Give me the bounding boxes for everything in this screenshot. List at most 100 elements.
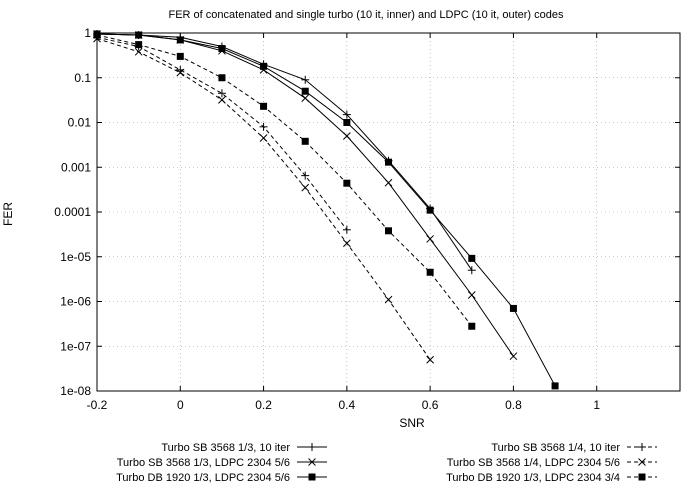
marker-square (135, 41, 143, 49)
x-tick-label: -0.2 (87, 398, 108, 412)
data-point (468, 322, 476, 330)
marker-square (551, 382, 559, 390)
data-point (467, 291, 476, 299)
y-tick-label: 1e-05 (60, 250, 91, 264)
y-axis-title: FER (1, 202, 15, 226)
x-axis-title: SNR (399, 416, 425, 430)
data-point (259, 134, 268, 142)
legend-label: Turbo SB 3568 1/4, 10 iter (491, 442, 620, 454)
data-point (218, 45, 226, 53)
data-point (301, 137, 309, 145)
marker-square (260, 62, 268, 70)
y-tick-label: 0.1 (74, 71, 91, 85)
series-5 (93, 34, 434, 364)
plot-frame (96, 32, 681, 392)
series-line (96, 36, 348, 231)
data-point (176, 52, 184, 60)
marker-square (308, 473, 316, 481)
data-point (342, 110, 351, 119)
marker-square (301, 137, 309, 145)
marker-stroke (426, 235, 434, 243)
data-point (301, 75, 310, 84)
legend-item: Turbo DB 1920 1/3, LDPC 2304 3/4 (446, 472, 657, 484)
y-tick-label: 0.0001 (54, 205, 91, 219)
series-3 (93, 30, 559, 390)
legend-marker (638, 473, 646, 481)
marker-stroke (259, 134, 268, 142)
marker-stroke (384, 295, 393, 304)
series-line (96, 33, 556, 387)
data-point (343, 179, 351, 187)
y-tick-label: 0.01 (68, 116, 92, 130)
data-point (134, 47, 143, 56)
marker-square (343, 179, 351, 187)
data-point (426, 206, 434, 214)
series-6 (93, 31, 476, 330)
data-point (218, 74, 226, 82)
data-point (260, 102, 268, 110)
marker-square (260, 102, 268, 110)
data-point (384, 178, 393, 187)
marker-square (426, 268, 434, 276)
marker-square (426, 206, 434, 214)
data-point (467, 266, 476, 275)
data-point (426, 235, 434, 243)
data-point (343, 119, 351, 126)
x-tick-label: 0.4 (339, 398, 356, 412)
data-point (176, 36, 184, 44)
legend-marker (638, 443, 646, 451)
marker-stroke (301, 94, 310, 103)
data-point (301, 171, 310, 180)
x-tick-label: 0 (177, 398, 184, 412)
marker-square (301, 87, 309, 95)
data-point (509, 352, 518, 361)
data-point (468, 254, 476, 262)
legend-label: Turbo SB 3568 1/4, LDPC 2304 5/6 (447, 457, 620, 469)
data-point (385, 227, 392, 235)
x-tick-label: 1 (593, 398, 600, 412)
marker-stroke (218, 96, 226, 104)
legend-marker (638, 458, 646, 466)
legend-item: Turbo SB 3568 1/4, 10 iter (491, 442, 657, 454)
marker-stroke (509, 352, 518, 361)
legend-marker (308, 473, 316, 481)
data-point (342, 225, 351, 234)
marker-square (176, 52, 184, 60)
marker-stroke (301, 183, 310, 192)
marker-stroke (384, 178, 393, 187)
marker-stroke (467, 291, 476, 299)
marker-stroke (308, 458, 316, 466)
marker-stroke (134, 47, 143, 56)
legend-item: Turbo DB 1920 1/3, LDPC 2304 5/6 (116, 472, 327, 484)
data-point (260, 62, 268, 70)
axis-ticks: -0.2 0 0.2 0.4 0.6 0.8 1 1 0.1 0.01 0.001 0.0001 1e-… (54, 26, 680, 412)
data-point (135, 41, 143, 49)
legend-item: Turbo SB 3568 1/4, LDPC 2304 5/6 (447, 457, 657, 469)
data-point (301, 183, 310, 192)
data-point (343, 239, 351, 248)
marker-stroke (176, 68, 185, 77)
data-point (135, 31, 143, 39)
data-point (385, 158, 392, 166)
y-tick-label: 1e-07 (60, 339, 91, 353)
series-1 (93, 29, 476, 275)
marker-square (638, 473, 646, 481)
legend-label: Turbo DB 1920 1/3, LDPC 2304 5/6 (116, 472, 290, 484)
legend-label: Turbo SB 3568 1/3, LDPC 2304 5/6 (117, 457, 290, 469)
marker-square (135, 31, 143, 39)
marker-square (218, 74, 226, 82)
y-tick-label: 1 (84, 26, 91, 40)
legend-label: Turbo DB 1920 1/3, LDPC 2304 3/4 (446, 472, 620, 484)
data-point (384, 295, 393, 304)
series-line (96, 33, 473, 271)
marker-stroke (638, 458, 646, 466)
series-line (96, 34, 473, 327)
grid (96, 32, 680, 392)
marker-square (509, 304, 517, 312)
legend-item: Turbo SB 3568 1/3, 10 iter (161, 442, 327, 454)
series-line (96, 38, 431, 360)
data-point (426, 268, 434, 276)
legend-item: Turbo SB 3568 1/3, LDPC 2304 5/6 (117, 457, 327, 469)
marker-stroke (426, 355, 434, 364)
